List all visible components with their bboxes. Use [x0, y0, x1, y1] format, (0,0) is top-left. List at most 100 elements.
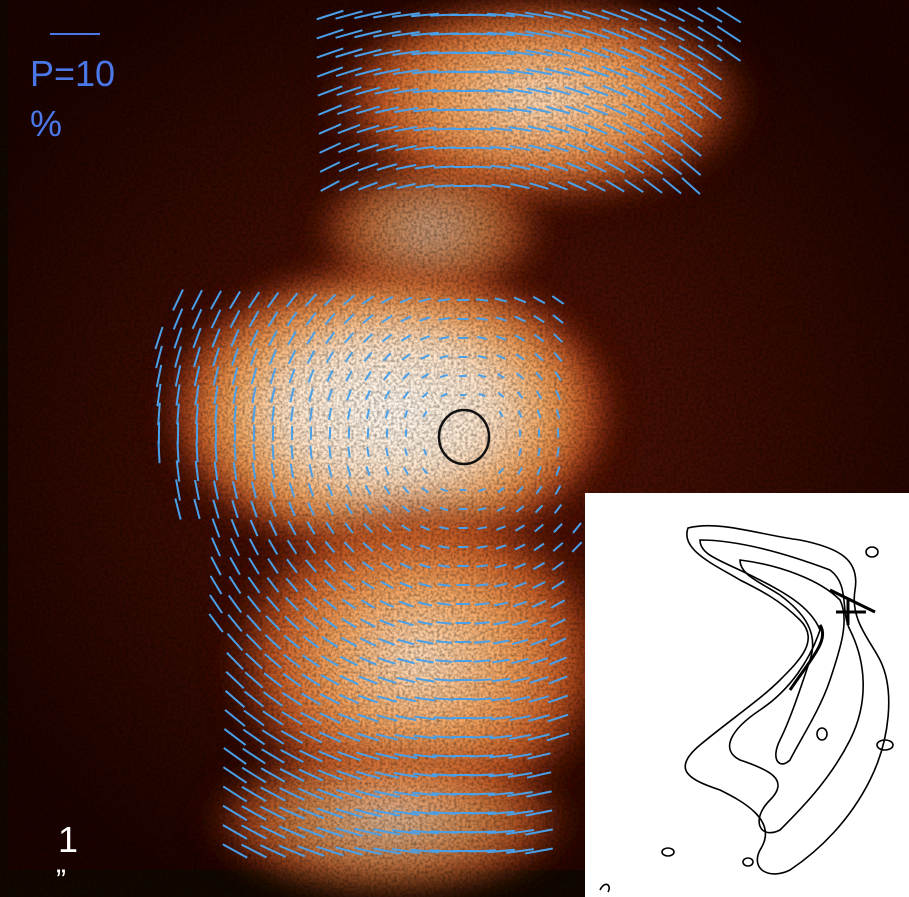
polarization-vector — [585, 142, 607, 154]
polarization-vector — [514, 315, 526, 323]
polarization-vector — [375, 733, 399, 741]
polarization-vector — [551, 295, 565, 305]
polarization-vector — [555, 408, 561, 420]
polarization-vector — [412, 772, 438, 778]
polarization-vector — [528, 695, 550, 703]
polarization-vector — [601, 65, 629, 79]
polarization-vector — [302, 654, 320, 668]
polarization-vector — [174, 498, 182, 520]
polarization-vector — [309, 407, 313, 421]
polarization-vector — [438, 545, 450, 549]
polarization-vector — [376, 144, 398, 152]
polarization-vector — [505, 848, 535, 854]
polarization-vector — [413, 126, 437, 132]
polarization-vector — [473, 640, 491, 644]
polarization-vector — [508, 106, 532, 114]
polarization-vector — [415, 677, 435, 683]
polarization-vector — [244, 671, 264, 689]
polarization-vector — [317, 788, 343, 800]
polarization-vector — [402, 372, 410, 380]
polarization-vector — [492, 658, 510, 664]
polarization-vector — [394, 752, 418, 760]
aperture-ellipse — [437, 408, 491, 466]
polarization-vector — [399, 296, 413, 304]
polarization-vector — [401, 505, 411, 513]
polarization-vector — [604, 141, 626, 155]
polarization-vector — [357, 694, 379, 704]
polarization-vector — [487, 829, 515, 835]
polarization-vector — [231, 480, 239, 500]
polarization-vector — [496, 506, 506, 512]
polarization-vector — [488, 791, 514, 797]
polarization-vector — [325, 521, 335, 535]
polarization-vector — [678, 45, 704, 61]
polarization-vector — [601, 9, 629, 21]
polarization-vector — [495, 335, 507, 341]
polarization-vector — [210, 309, 222, 329]
polarization-vector — [467, 32, 497, 36]
polarization-vector — [378, 657, 396, 665]
polarization-vector — [208, 613, 224, 633]
polarization-vector — [509, 695, 531, 703]
polarization-vector — [486, 31, 516, 37]
polarization-vector — [509, 163, 531, 171]
polarization-vector — [527, 752, 551, 760]
polarization-vector — [345, 370, 353, 382]
contour — [865, 546, 879, 558]
polarization-vector — [392, 31, 420, 37]
polarization-vector — [508, 125, 532, 133]
polarization-vector — [213, 461, 219, 481]
polarization-vectors — [154, 6, 742, 859]
polarization-vector — [380, 580, 394, 590]
polarization-vector — [335, 846, 363, 856]
polarization-vector — [526, 771, 552, 779]
polarization-vector — [316, 807, 344, 819]
polarization-vector — [362, 333, 374, 343]
polarization-vector — [490, 164, 512, 170]
polarization-vector — [322, 597, 338, 611]
polarization-vector — [299, 730, 323, 744]
polarization-vector — [662, 177, 682, 195]
polarization-vector — [410, 31, 440, 37]
polarization-vector — [535, 371, 543, 381]
polarization-vector — [422, 448, 428, 456]
polarization-vector — [661, 158, 683, 176]
polarization-vector — [228, 575, 242, 595]
polarization-vector — [547, 713, 569, 723]
polarization-vector — [249, 329, 259, 347]
polarization-vector — [434, 697, 454, 701]
polarization-vector — [290, 406, 294, 422]
polarization-vector — [383, 390, 391, 400]
polarization-vector — [356, 732, 380, 742]
polarization-vector — [512, 600, 528, 608]
polarization-vector — [246, 614, 262, 632]
polarization-vector — [476, 564, 488, 568]
polarization-vector — [534, 352, 544, 362]
polarization-vector — [309, 445, 313, 459]
polarization-vector — [421, 391, 429, 399]
polarization-vector — [302, 635, 320, 649]
polarization-vector — [374, 771, 400, 779]
polarization-vector — [438, 317, 450, 321]
polarization-vector — [381, 542, 393, 552]
polarization-vector — [525, 30, 553, 38]
polarization-vector — [300, 692, 322, 706]
polarization-vector — [545, 86, 571, 96]
polarization-vector — [382, 523, 392, 533]
polarization-vector — [395, 714, 417, 722]
polarization-vector — [250, 481, 258, 499]
polarization-vector — [496, 354, 506, 360]
polarization-vector — [403, 410, 409, 418]
polarization-vector — [436, 602, 452, 606]
polarization-vector — [472, 184, 492, 188]
polarization-vector — [487, 69, 515, 75]
polarization-vector — [338, 693, 360, 705]
contour — [599, 883, 610, 893]
polarization-vector — [476, 336, 488, 340]
polarization-vector — [509, 714, 531, 722]
polarization-vector — [373, 30, 401, 38]
polarization-vector — [248, 557, 260, 575]
polarization-vector — [297, 845, 325, 857]
polarization-vector — [532, 561, 546, 571]
polarization-vector — [241, 805, 267, 821]
